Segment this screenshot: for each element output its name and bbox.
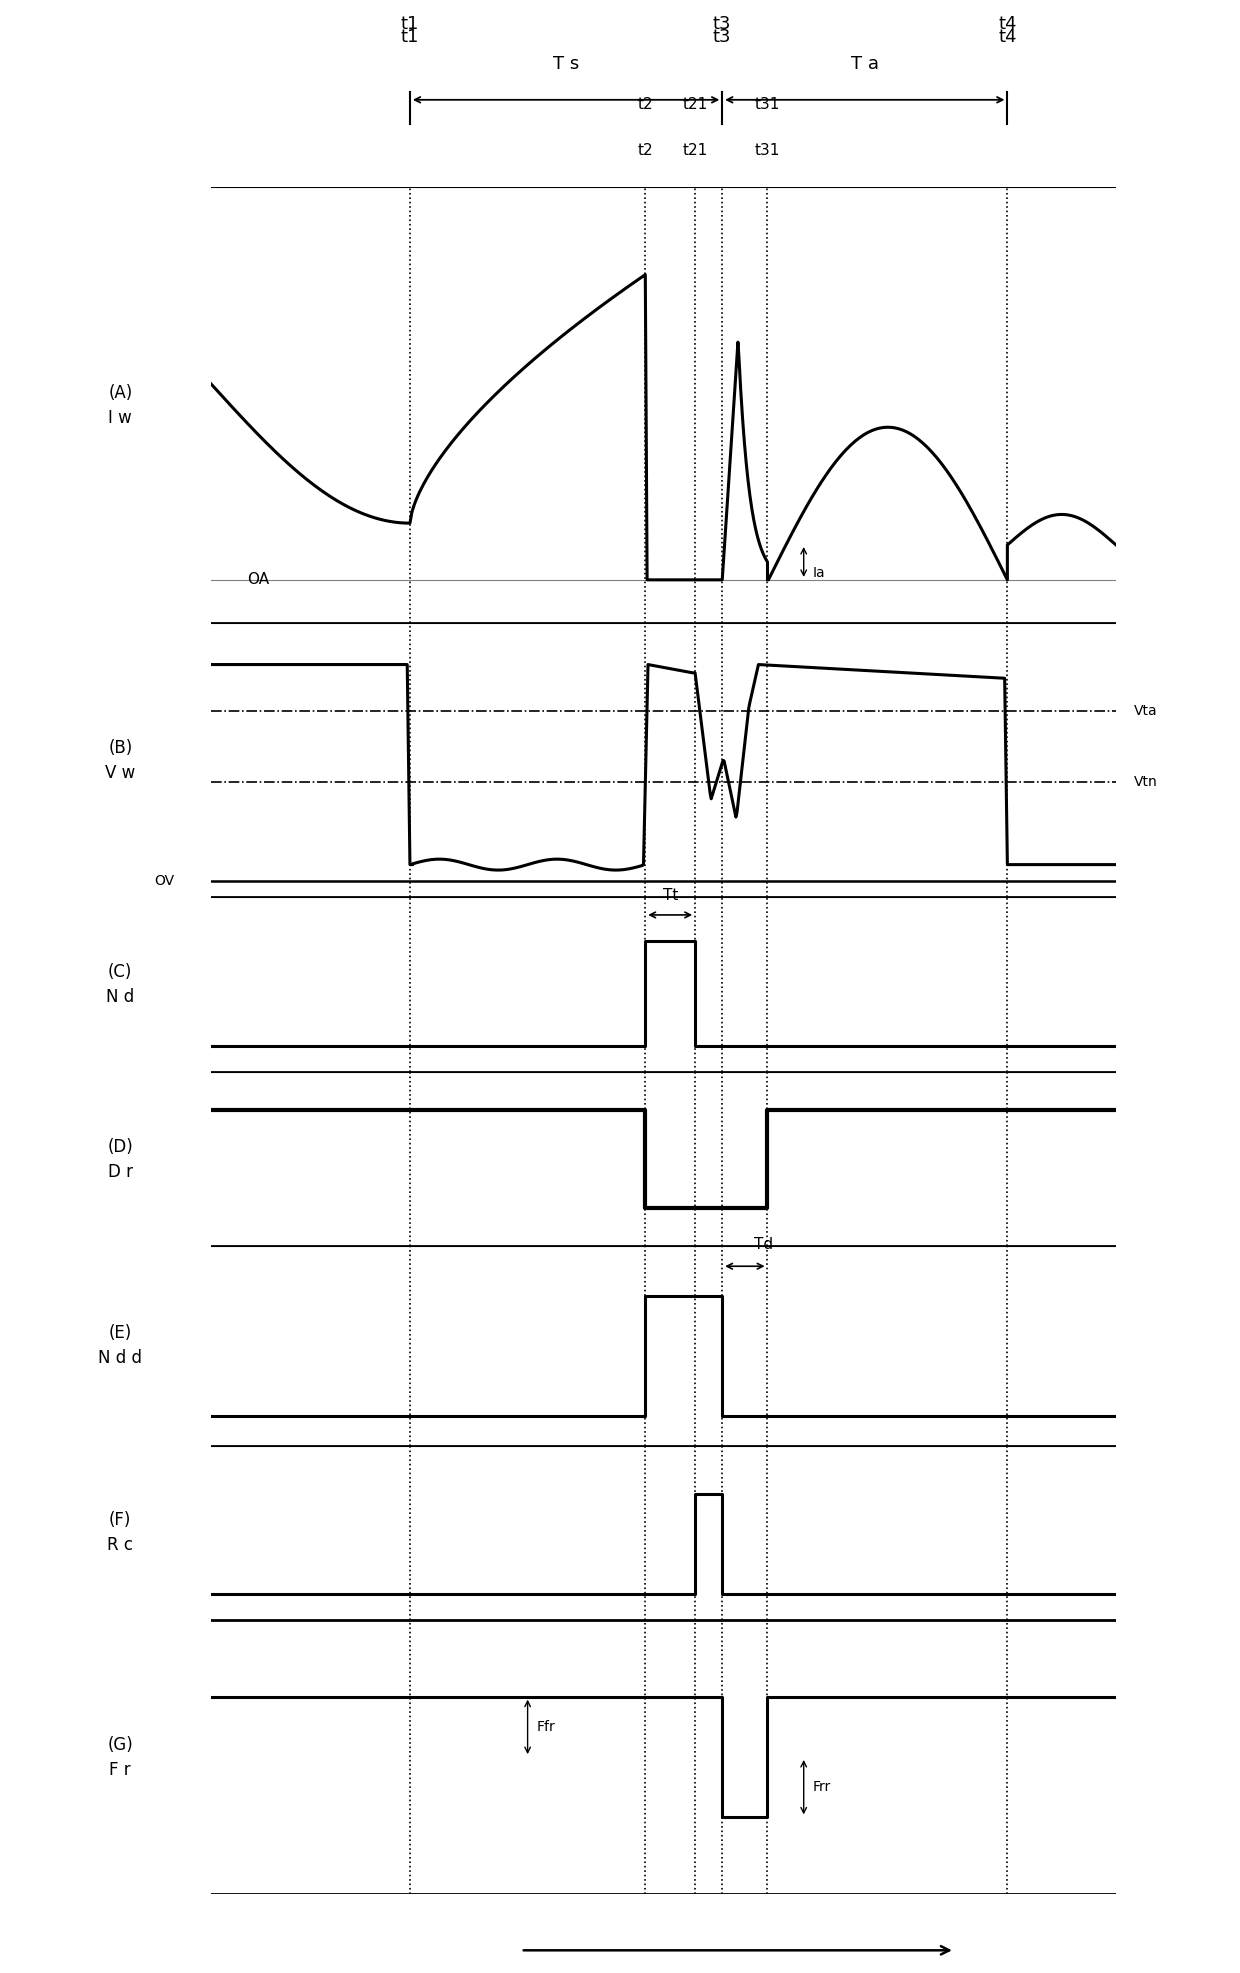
Text: Tt: Tt [662, 888, 678, 904]
Text: (E)
N d d: (E) N d d [98, 1324, 143, 1367]
Text: t3: t3 [713, 16, 732, 34]
Text: Ffr: Ffr [537, 1720, 556, 1734]
Text: t2: t2 [637, 142, 653, 158]
Text: (F)
R c: (F) R c [108, 1511, 133, 1555]
Text: (G)
F r: (G) F r [108, 1736, 133, 1778]
Text: Vtn: Vtn [1135, 775, 1158, 789]
Text: Ia: Ia [812, 566, 826, 580]
Text: Frr: Frr [812, 1780, 831, 1793]
Text: T a: T a [851, 55, 879, 73]
Text: Vta: Vta [1135, 704, 1158, 718]
Text: t21: t21 [682, 97, 708, 112]
Text: (D)
D r: (D) D r [108, 1138, 133, 1180]
Text: t1: t1 [401, 28, 419, 45]
Text: OA: OA [247, 572, 269, 588]
Text: t4: t4 [998, 16, 1017, 34]
Text: (B)
V w: (B) V w [105, 740, 135, 781]
Text: t31: t31 [755, 142, 780, 158]
Text: t4: t4 [998, 28, 1017, 45]
Text: t2: t2 [637, 97, 653, 112]
Text: t21: t21 [682, 142, 708, 158]
Text: t3: t3 [713, 28, 732, 45]
Text: t31: t31 [755, 97, 780, 112]
Text: t1: t1 [401, 16, 419, 34]
Text: (C)
N d: (C) N d [107, 963, 134, 1006]
Text: Td: Td [754, 1237, 773, 1253]
Text: (A)
I w: (A) I w [108, 385, 133, 426]
Text: T s: T s [553, 55, 579, 73]
Text: OV: OV [155, 874, 175, 888]
